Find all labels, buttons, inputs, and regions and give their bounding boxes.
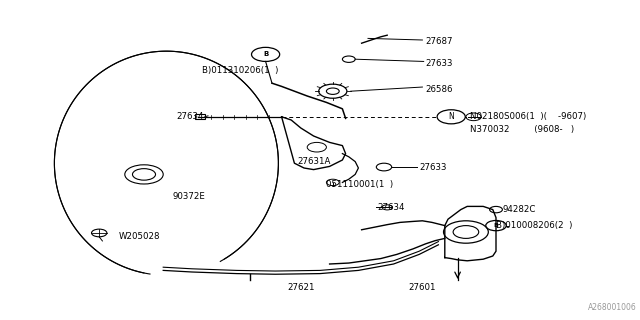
Text: N02180S006(1  )(    -9607): N02180S006(1 )( -9607) <box>470 112 587 121</box>
Text: N: N <box>449 112 454 121</box>
Text: 90372E: 90372E <box>173 192 205 201</box>
Text: B)011310206(1  ): B)011310206(1 ) <box>202 66 278 75</box>
Text: 27631A: 27631A <box>298 157 331 166</box>
Text: 27687: 27687 <box>426 37 453 46</box>
Text: 27633: 27633 <box>419 164 447 172</box>
Text: A268001006: A268001006 <box>588 303 637 312</box>
Text: W205028: W205028 <box>118 232 160 241</box>
Text: 27634: 27634 <box>176 112 204 121</box>
Text: 27621: 27621 <box>287 283 314 292</box>
Text: 27634: 27634 <box>378 204 405 212</box>
Text: B)010008206(2  ): B)010008206(2 ) <box>496 221 572 230</box>
Bar <box>195 114 205 119</box>
Text: 94282C: 94282C <box>502 205 536 214</box>
Text: 27633: 27633 <box>426 60 453 68</box>
Text: 27601: 27601 <box>409 283 436 292</box>
Text: B: B <box>263 52 268 57</box>
Text: B: B <box>493 223 499 228</box>
Text: 051110001(1  ): 051110001(1 ) <box>326 180 394 188</box>
Text: 26586: 26586 <box>426 85 453 94</box>
Text: N370032         (9608-   ): N370032 (9608- ) <box>470 125 575 134</box>
